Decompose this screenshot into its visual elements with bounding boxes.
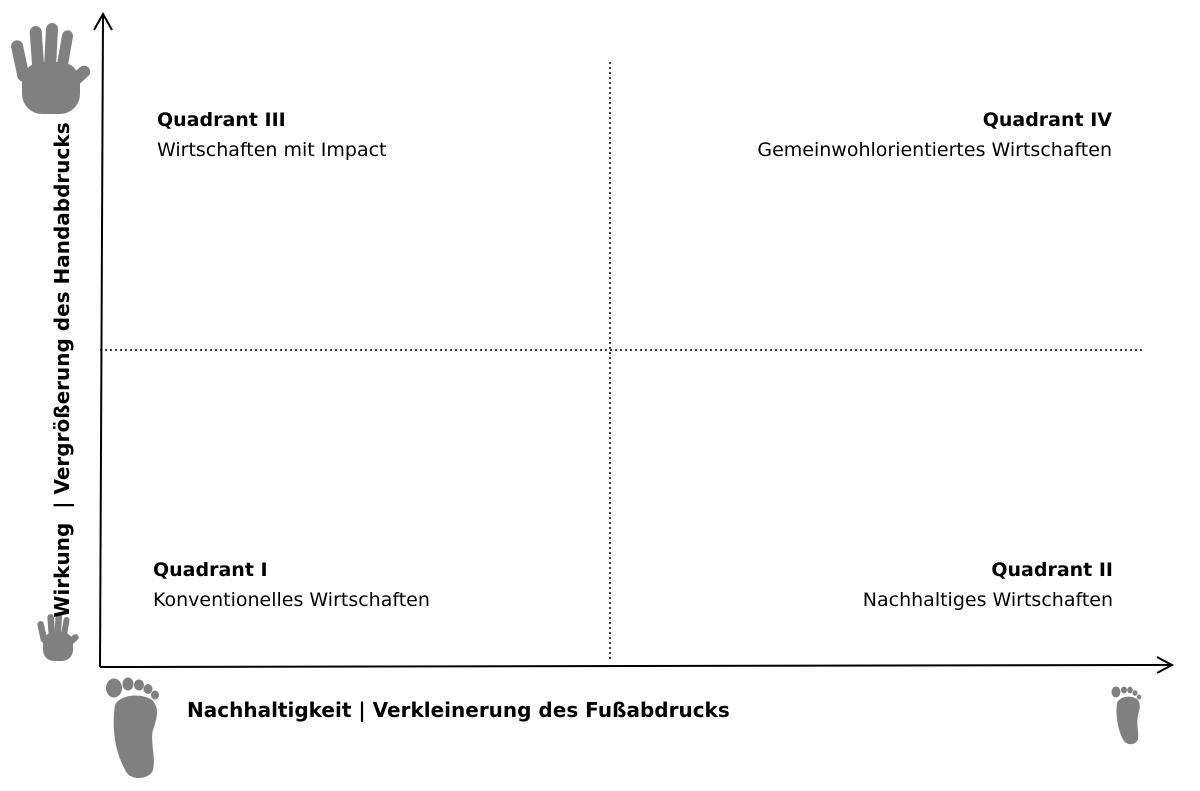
hand-small-icon — [37, 613, 79, 661]
quadrant-1: Quadrant I Konventionelles Wirtschaften — [153, 555, 430, 615]
quadrant-2-title: Quadrant II — [991, 559, 1113, 581]
quadrant-4: Quadrant IV Gemeinwohlorientiertes Wirts… — [757, 105, 1112, 165]
foot-large-icon — [106, 677, 159, 779]
x-axis-label: Nachhaltigkeit | Verkleinerung des Fußab… — [187, 698, 730, 722]
quadrant-3-title: Quadrant III — [157, 109, 286, 131]
hand-large-icon — [11, 23, 91, 114]
quadrant-4-title: Quadrant IV — [982, 109, 1112, 131]
quadrant-4-subtitle: Gemeinwohlorientiertes Wirtschaften — [757, 139, 1112, 161]
quadrant-1-title: Quadrant I — [153, 559, 268, 581]
quadrant-3-subtitle: Wirtschaften mit Impact — [157, 139, 387, 161]
quadrant-3: Quadrant III Wirtschaften mit Impact — [157, 105, 387, 165]
quadrant-2-subtitle: Nachhaltiges Wirtschaften — [862, 589, 1113, 611]
foot-small-icon — [1111, 686, 1142, 745]
quadrant-2: Quadrant II Nachhaltiges Wirtschaften — [863, 555, 1113, 615]
x-axis — [99, 656, 1175, 674]
y-axis-label: Wirkung | Vergrößerung des Handabdrucks — [50, 122, 74, 618]
quadrant-1-subtitle: Konventionelles Wirtschaften — [153, 589, 430, 611]
y-axis — [93, 11, 113, 668]
